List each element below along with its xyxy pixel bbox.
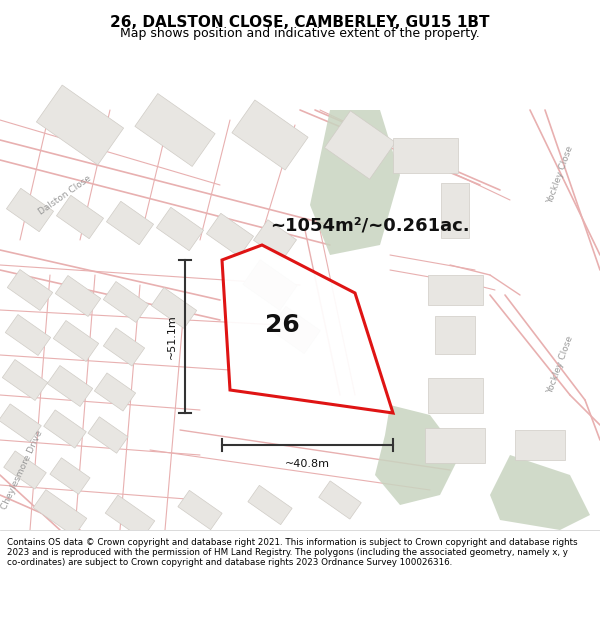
Text: Yockley Close: Yockley Close bbox=[545, 145, 575, 205]
Text: ~1054m²/~0.261ac.: ~1054m²/~0.261ac. bbox=[270, 216, 470, 234]
Bar bbox=[515, 430, 565, 460]
Bar bbox=[53, 321, 98, 361]
Bar bbox=[103, 281, 149, 322]
Bar bbox=[270, 306, 320, 354]
Bar bbox=[427, 275, 482, 305]
Polygon shape bbox=[375, 405, 460, 505]
Bar bbox=[253, 220, 296, 260]
Bar bbox=[243, 260, 297, 310]
Bar bbox=[441, 182, 469, 238]
Bar bbox=[37, 85, 124, 165]
Bar bbox=[7, 269, 53, 311]
Bar bbox=[0, 404, 41, 442]
Bar bbox=[44, 410, 86, 448]
Text: Yockley Close: Yockley Close bbox=[545, 335, 575, 395]
Bar bbox=[325, 111, 395, 179]
Polygon shape bbox=[222, 245, 393, 413]
Bar bbox=[5, 314, 50, 356]
Bar bbox=[151, 288, 197, 329]
Bar bbox=[88, 417, 128, 453]
Bar bbox=[427, 378, 482, 412]
Bar bbox=[232, 100, 308, 170]
Text: 26, DALSTON CLOSE, CAMBERLEY, GU15 1BT: 26, DALSTON CLOSE, CAMBERLEY, GU15 1BT bbox=[110, 16, 490, 31]
Text: Dalston Close: Dalston Close bbox=[37, 174, 93, 216]
Bar bbox=[103, 328, 145, 366]
Polygon shape bbox=[490, 455, 590, 530]
Text: Cheylesmore Drive: Cheylesmore Drive bbox=[0, 429, 44, 511]
Bar bbox=[56, 195, 104, 239]
Bar bbox=[4, 451, 46, 489]
Bar bbox=[105, 495, 155, 539]
Bar bbox=[106, 201, 154, 245]
Bar bbox=[2, 359, 47, 401]
Bar bbox=[319, 481, 361, 519]
Bar bbox=[248, 486, 292, 524]
Bar bbox=[178, 491, 222, 529]
Text: ~51.1m: ~51.1m bbox=[167, 314, 177, 359]
Text: ~40.8m: ~40.8m bbox=[285, 459, 330, 469]
Bar bbox=[206, 213, 254, 257]
Bar bbox=[135, 94, 215, 166]
Bar bbox=[425, 428, 485, 462]
Bar bbox=[47, 366, 92, 406]
Text: Contains OS data © Crown copyright and database right 2021. This information is : Contains OS data © Crown copyright and d… bbox=[7, 538, 578, 568]
Bar bbox=[33, 489, 87, 536]
Bar bbox=[157, 208, 203, 251]
Bar bbox=[7, 188, 53, 232]
Bar bbox=[435, 316, 475, 354]
Bar bbox=[392, 138, 458, 172]
Text: 26: 26 bbox=[265, 313, 300, 338]
Bar bbox=[94, 373, 136, 411]
Text: Map shows position and indicative extent of the property.: Map shows position and indicative extent… bbox=[120, 27, 480, 39]
Polygon shape bbox=[310, 110, 400, 255]
Bar bbox=[55, 276, 101, 316]
Bar bbox=[50, 458, 90, 494]
